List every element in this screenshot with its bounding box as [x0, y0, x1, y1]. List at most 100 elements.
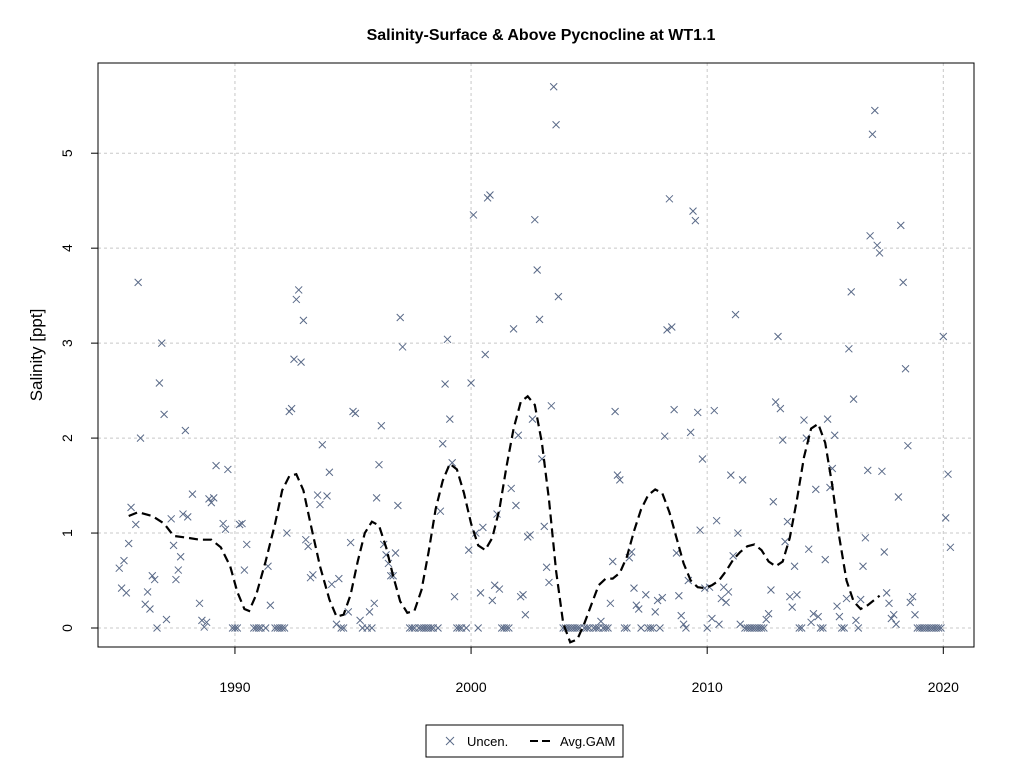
data-point — [450, 592, 459, 601]
data-point-stroke — [538, 455, 546, 463]
data-point — [427, 624, 435, 632]
data-point-stroke — [233, 624, 242, 632]
data-point — [346, 538, 355, 547]
data-point — [394, 501, 402, 510]
data-point-stroke — [398, 343, 407, 351]
data-point-stroke — [859, 562, 867, 571]
data-point-stroke — [117, 584, 126, 592]
data-point — [847, 287, 856, 296]
data-point-stroke — [488, 596, 497, 605]
data-point-stroke — [738, 476, 747, 484]
data-point — [722, 598, 730, 607]
data-point-stroke — [408, 624, 416, 632]
data-point-stroke — [937, 624, 945, 632]
data-point — [174, 566, 183, 574]
data-point — [937, 624, 945, 632]
data-point — [188, 490, 197, 498]
data-point-stroke — [873, 241, 882, 250]
data-point-stroke — [542, 563, 551, 572]
data-point-stroke — [545, 578, 553, 587]
data-point-stroke — [854, 624, 863, 632]
data-point-stroke — [717, 594, 726, 603]
data-point — [233, 624, 242, 632]
data-point — [209, 494, 218, 502]
data-point-stroke — [882, 589, 891, 597]
data-point-stroke — [290, 355, 298, 364]
data-point-stroke — [712, 516, 721, 525]
data-point-stroke — [776, 404, 785, 413]
points-layer — [115, 82, 955, 632]
data-point — [724, 588, 733, 596]
data-point-stroke — [797, 624, 806, 632]
data-point-stroke — [495, 585, 504, 593]
data-point — [778, 436, 787, 444]
data-point — [899, 278, 908, 287]
data-point-stroke — [788, 603, 797, 611]
data-point-stroke — [663, 325, 671, 334]
data-point — [582, 624, 591, 632]
data-point — [479, 523, 487, 532]
data-point-stroke — [167, 514, 176, 523]
data-point-stroke — [689, 207, 697, 215]
data-point — [788, 603, 797, 611]
data-point-stroke — [370, 599, 379, 608]
data-point — [944, 470, 952, 479]
data-point-stroke — [471, 529, 480, 537]
data-point-stroke — [512, 501, 520, 510]
data-point — [708, 614, 716, 623]
data-point-stroke — [729, 551, 738, 560]
data-point — [179, 510, 187, 518]
data-point — [467, 379, 475, 387]
data-point-stroke — [670, 405, 678, 414]
data-point-stroke — [224, 465, 232, 474]
data-point-stroke — [719, 583, 728, 592]
data-point — [370, 599, 379, 608]
data-point-stroke — [134, 278, 142, 287]
data-point-stroke — [785, 592, 794, 601]
data-point — [689, 207, 697, 215]
data-point — [309, 570, 317, 579]
data-point-stroke — [819, 624, 827, 632]
data-point-stroke — [774, 332, 782, 341]
data-point — [398, 343, 407, 351]
data-point-stroke — [677, 611, 686, 620]
data-point — [545, 578, 553, 587]
data-point — [863, 466, 872, 475]
data-point-stroke — [146, 605, 154, 613]
data-point — [783, 517, 792, 526]
data-point — [840, 624, 848, 632]
data-point — [894, 493, 903, 501]
data-point — [630, 584, 638, 592]
data-point-stroke — [124, 539, 133, 548]
data-point-stroke — [261, 624, 270, 632]
data-point-stroke — [254, 624, 263, 632]
data-point-stroke — [176, 552, 185, 561]
data-point — [613, 471, 622, 479]
data-point-stroke — [455, 624, 464, 632]
data-point — [698, 455, 707, 463]
data-point — [297, 358, 305, 366]
data-point-stroke — [240, 566, 249, 574]
data-point — [481, 350, 490, 359]
data-point-stroke — [143, 588, 152, 596]
data-point — [878, 467, 886, 476]
data-point-stroke — [778, 436, 787, 444]
data-point — [691, 216, 700, 225]
data-point — [887, 614, 896, 623]
data-point-stroke — [625, 553, 634, 562]
data-point-stroke — [356, 616, 364, 625]
data-point — [408, 624, 416, 632]
data-point — [700, 584, 709, 592]
data-point — [143, 588, 152, 596]
data-point-stroke — [316, 500, 324, 509]
data-point-stroke — [526, 531, 534, 539]
data-point — [611, 407, 619, 416]
data-point-stroke — [842, 594, 851, 603]
data-point — [368, 624, 376, 632]
data-point-stroke — [153, 624, 161, 632]
data-point — [533, 266, 542, 274]
data-point-stroke — [783, 517, 792, 526]
data-point — [764, 609, 773, 618]
data-point-stroke — [904, 441, 912, 450]
data-point — [283, 529, 291, 537]
